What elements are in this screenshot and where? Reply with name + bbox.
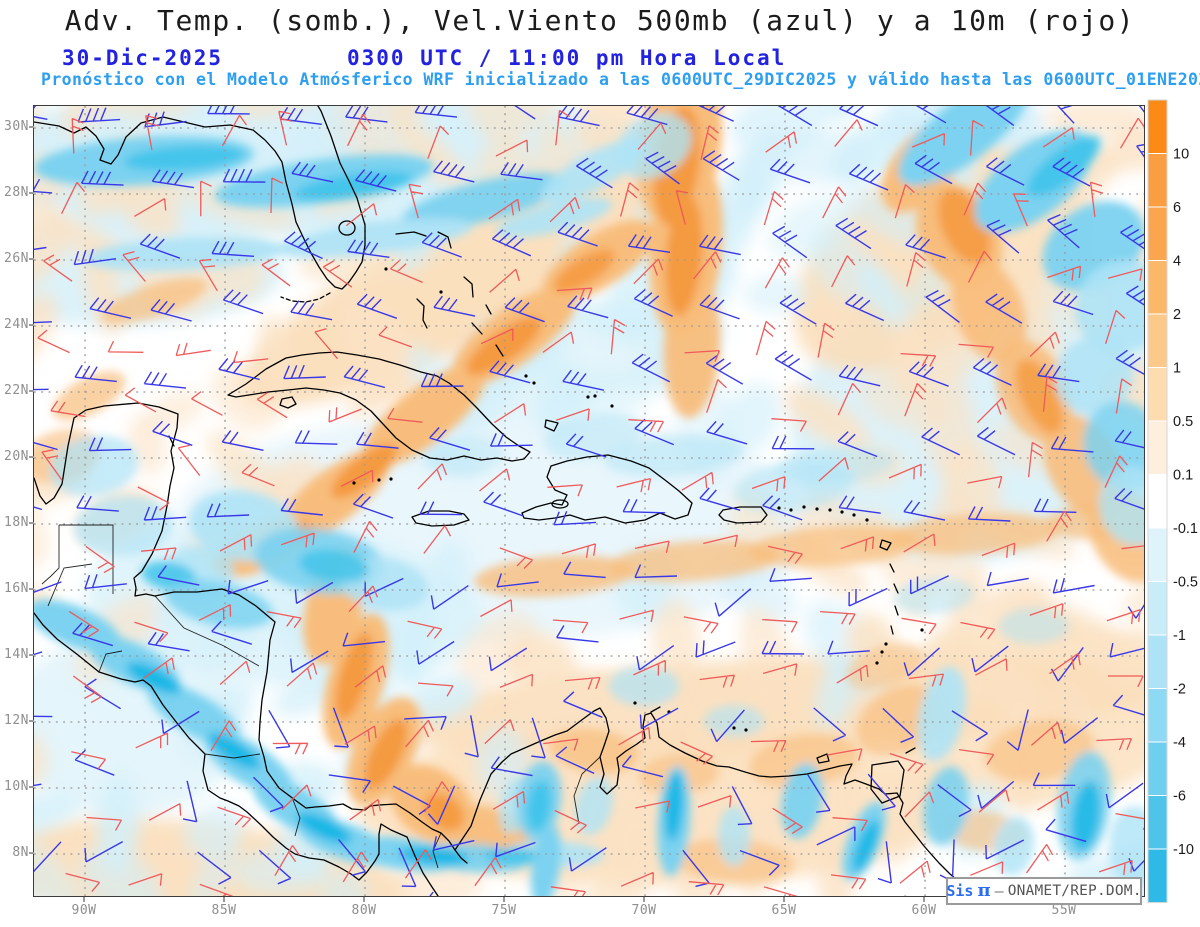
lat-axis-tick xyxy=(29,786,34,788)
wind-barbs-500mb-layer xyxy=(34,106,1144,896)
lat-axis-label: 30N xyxy=(4,119,29,134)
lat-axis-tick xyxy=(29,390,34,392)
lat-axis-tick xyxy=(29,852,34,854)
lat-axis-tick xyxy=(29,456,34,458)
colorbar-label: -0.1 xyxy=(1173,521,1198,537)
lon-axis-tick xyxy=(83,897,85,902)
colorbar-segment xyxy=(1147,527,1168,582)
lon-axis-label: 85W xyxy=(211,903,237,918)
colorbar-label: 2 xyxy=(1173,307,1181,323)
colorbar: 10 6 4 2 1 0.5 0.1 -0.1 -0.5 -1 -2 -4 -6 -10 xyxy=(1147,99,1198,903)
wind-barbs-10m-layer xyxy=(37,109,1144,896)
lon-axis-label: 75W xyxy=(491,903,517,918)
lat-axis-tick xyxy=(29,258,34,260)
credit-box: Sis π – ONAMET/REP.DOM. xyxy=(946,877,1142,905)
colorbar-segment xyxy=(1147,848,1168,903)
colorbar-label: 0.1 xyxy=(1173,468,1193,484)
colorbar-segment xyxy=(1147,474,1168,529)
lat-axis-label: 26N xyxy=(4,251,29,266)
page-title: Adv. Temp. (somb.), Vel.Viento 500mb (az… xyxy=(64,4,1136,37)
lat-axis-label: 24N xyxy=(4,317,29,332)
lon-axis-label: 60W xyxy=(911,903,937,918)
colorbar-label: 10 xyxy=(1173,147,1189,163)
colorbar-segment xyxy=(1147,420,1168,475)
country-borders-layer xyxy=(41,524,601,869)
lat-axis-label: 18N xyxy=(4,515,29,530)
forecast-note: Pronóstico con el Modelo Atmósferico WRF… xyxy=(41,70,1200,89)
colorbar-segment xyxy=(1147,688,1168,743)
credit-dash: – xyxy=(994,882,1004,900)
lat-axis-tick xyxy=(29,588,34,590)
lon-axis-label: 65W xyxy=(771,903,797,918)
lat-axis-tick xyxy=(29,324,34,326)
lat-axis-label: 20N xyxy=(4,449,29,464)
colorbar-segment xyxy=(1147,795,1168,850)
colorbar-label: 0.5 xyxy=(1173,414,1193,430)
advection-wind-map xyxy=(34,106,1144,896)
colorbar-label: 1 xyxy=(1173,361,1181,377)
colorbar-label: -0.5 xyxy=(1173,575,1198,591)
colorbar-label: -2 xyxy=(1173,682,1186,698)
colorbar-segment xyxy=(1147,634,1168,689)
small-islands-layer xyxy=(352,267,924,732)
credit-organization: ONAMET/REP.DOM. xyxy=(1007,883,1142,899)
lon-axis-label: 90W xyxy=(71,903,97,918)
lat-axis-label: 14N xyxy=(4,647,29,662)
credit-product-name: Sis xyxy=(946,882,974,900)
pi-icon: π xyxy=(977,880,991,901)
valid-date: 30-Dic-2025 xyxy=(62,46,224,70)
lat-axis-label: 10N xyxy=(4,779,29,794)
lat-axis-tick xyxy=(29,126,34,128)
lon-axis-tick xyxy=(923,897,925,902)
colorbar-segment xyxy=(1147,581,1168,636)
lat-axis-label: 8N xyxy=(12,845,29,860)
lat-axis-tick xyxy=(29,654,34,656)
lon-axis-tick xyxy=(363,897,365,902)
lon-axis-tick xyxy=(503,897,505,902)
coastlines-layer xyxy=(34,106,983,896)
lat-axis-tick xyxy=(29,720,34,722)
lon-axis-tick xyxy=(783,897,785,902)
colorbar-label: 6 xyxy=(1173,200,1181,216)
lon-axis-label: 80W xyxy=(351,903,377,918)
lat-axis-label: 12N xyxy=(4,713,29,728)
advection-shading-bands-layer xyxy=(34,106,1144,896)
lat-axis-label: 28N xyxy=(4,185,29,200)
lon-axis-tick xyxy=(223,897,225,902)
colorbar-label: -1 xyxy=(1173,628,1186,644)
valid-time-local: 0300 UTC / 11:00 pm Hora Local xyxy=(347,46,787,70)
colorbar-segment xyxy=(1147,741,1168,796)
colorbar-label: -6 xyxy=(1173,789,1186,805)
colorbar-segment xyxy=(1147,313,1168,368)
lat-axis-label: 22N xyxy=(4,383,29,398)
lat-axis-tick xyxy=(29,522,34,524)
lon-axis-tick xyxy=(643,897,645,902)
colorbar-segment xyxy=(1147,260,1168,315)
lon-axis-label: 55W xyxy=(1051,903,1077,918)
lat-axis-tick xyxy=(29,192,34,194)
colorbar-label: -10 xyxy=(1173,842,1194,858)
colorbar-segment xyxy=(1147,367,1168,422)
valid-time-row: 30-Dic-2025 0300 UTC / 11:00 pm Hora Loc… xyxy=(0,46,1200,70)
lat-axis-label: 16N xyxy=(4,581,29,596)
colorbar-segment xyxy=(1147,206,1168,261)
map-canvas xyxy=(33,105,1145,897)
colorbar-label: 4 xyxy=(1173,254,1181,270)
colorbar-segment xyxy=(1147,99,1168,154)
colorbar-segment xyxy=(1147,153,1168,208)
colorbar-label: -4 xyxy=(1173,735,1186,751)
lon-axis-label: 70W xyxy=(631,903,657,918)
